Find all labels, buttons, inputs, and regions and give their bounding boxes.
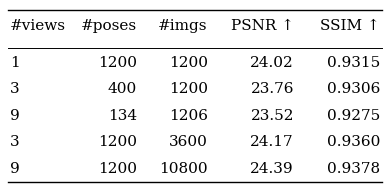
Text: 1200: 1200	[169, 55, 208, 70]
Text: 134: 134	[108, 108, 137, 122]
Text: 24.17: 24.17	[250, 135, 294, 149]
Text: SSIM ↑: SSIM ↑	[321, 19, 380, 33]
Text: 3: 3	[10, 135, 20, 149]
Text: 24.39: 24.39	[250, 161, 294, 175]
Text: 24.02: 24.02	[250, 55, 294, 70]
Text: 400: 400	[108, 82, 137, 96]
Text: 9: 9	[10, 108, 20, 122]
Text: PSNR ↑: PSNR ↑	[231, 19, 294, 33]
Text: 23.52: 23.52	[250, 108, 294, 122]
Text: #views: #views	[10, 19, 66, 33]
Text: 23.76: 23.76	[250, 82, 294, 96]
Text: 1200: 1200	[98, 161, 137, 175]
Text: 0.9378: 0.9378	[327, 161, 380, 175]
Text: #imgs: #imgs	[158, 19, 208, 33]
Text: 0.9275: 0.9275	[327, 108, 380, 122]
Text: 1206: 1206	[169, 108, 208, 122]
Text: 9: 9	[10, 161, 20, 175]
Text: 3600: 3600	[169, 135, 208, 149]
Text: 1200: 1200	[169, 82, 208, 96]
Text: 0.9315: 0.9315	[327, 55, 380, 70]
Text: 3: 3	[10, 82, 20, 96]
Text: #poses: #poses	[81, 19, 137, 33]
Text: 0.9306: 0.9306	[327, 82, 380, 96]
Text: 1: 1	[10, 55, 20, 70]
Text: 1200: 1200	[98, 135, 137, 149]
Text: 1200: 1200	[98, 55, 137, 70]
Text: 10800: 10800	[159, 161, 208, 175]
Text: 0.9360: 0.9360	[327, 135, 380, 149]
